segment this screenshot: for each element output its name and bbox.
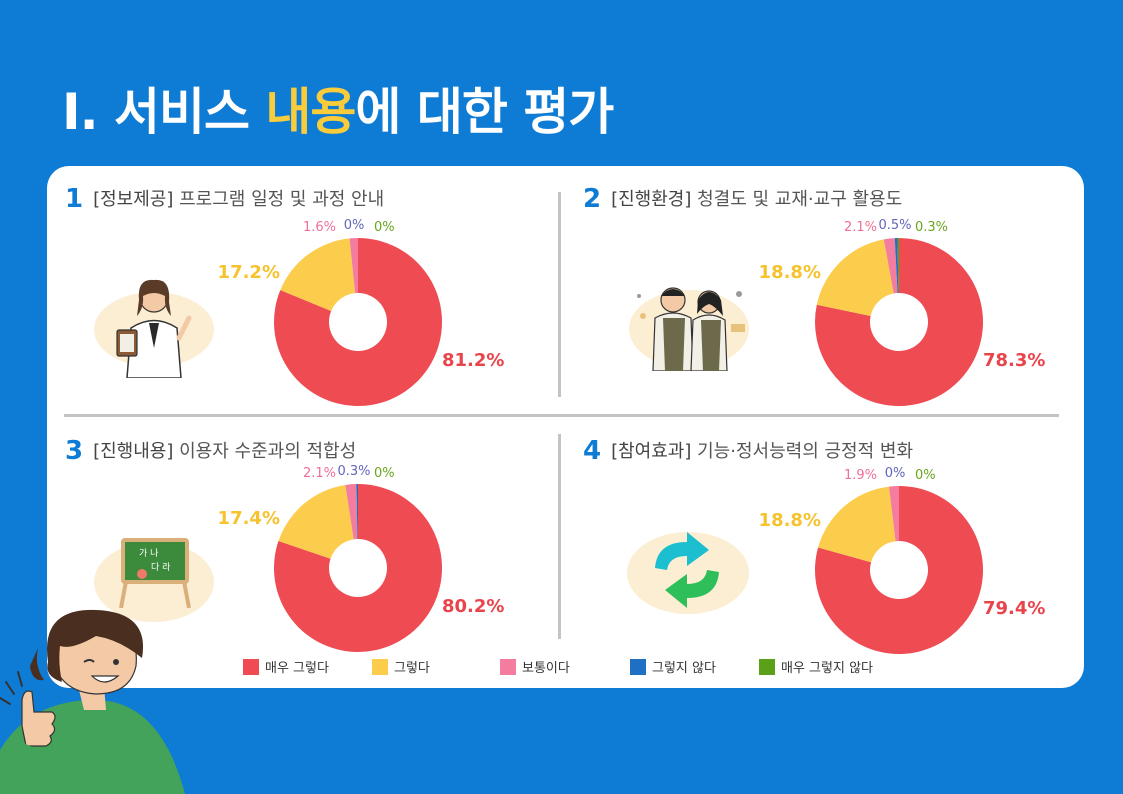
data-label-neutral: 2.1% (303, 466, 336, 481)
vertical-divider-top (558, 192, 561, 397)
panel-content-fit: 3 [진행내용] 이용자 수준과의 적합성 가 나 다 라 80.2% 17.4% 2… (47, 418, 547, 652)
data-label-disagree: 0% (344, 218, 365, 233)
panel-participation-effect: 4 [참여효과] 기능·정서능력의 긍정적 변화 79.4% 18.8% 1.9% 0%… (565, 418, 1065, 654)
donut-slice-agree (278, 484, 354, 559)
donut-slice-agree (816, 239, 894, 317)
legend-label: 그렇지 않다 (652, 661, 716, 676)
data-label-very-disagree: 0% (374, 220, 395, 235)
legend-label: 매우 그렇다 (265, 661, 329, 676)
legend-swatch (630, 659, 646, 675)
results-card: 1 [정보제공] 프로그램 일정 및 과정 안내 81.2% 17.2% 1.6% 0%… (47, 166, 1084, 688)
donut-slice-neutral (349, 238, 358, 294)
thumbs-up-person-icon (0, 609, 185, 794)
legend-item-very-agree: 매우 그렇다 (243, 657, 329, 676)
data-label-agree: 17.4% (218, 508, 280, 529)
horizontal-divider (64, 414, 1059, 417)
data-label-disagree: 0% (885, 466, 906, 481)
data-label-neutral: 1.6% (303, 220, 336, 235)
page-title-highlight: 내용 (265, 83, 356, 141)
donut-chart-2: 78.3% 18.8% 2.1% 0.5% 0.3% (759, 218, 1045, 406)
data-label-very-disagree: 0% (374, 466, 395, 481)
data-label-neutral: 1.9% (844, 468, 877, 483)
legend-swatch (500, 659, 516, 675)
legend-label: 그렇다 (394, 661, 430, 676)
panel-number: 1 (65, 184, 84, 214)
data-label-agree: 18.8% (759, 262, 821, 283)
panel-subtitle: 프로그램 일정 및 과정 안내 (179, 189, 385, 210)
legend-swatch (372, 659, 388, 675)
teacher-with-clipboard-icon (116, 279, 192, 378)
panel-category: [참여효과] (611, 441, 692, 462)
legend-item-neutral: 보통이다 (500, 657, 570, 676)
panel-environment: 2 [진행환경] 청결도 및 교재·교구 활용도 78.3% 18.8% 2.1% 0.… (565, 166, 1065, 406)
donut-slice-very-agree (815, 238, 983, 406)
svg-text:다 라: 다 라 (151, 562, 171, 573)
data-label-agree: 18.8% (759, 510, 821, 531)
donut-chart-1: 81.2% 17.2% 1.6% 0% 0% (218, 218, 504, 406)
panel-number: 2 (583, 184, 602, 214)
panel-subtitle: 청결도 및 교재·교구 활용도 (697, 189, 903, 210)
data-label-neutral: 2.1% (844, 220, 877, 235)
svg-text:가 나: 가 나 (139, 548, 158, 559)
chalkboard-icon: 가 나 다 라 (119, 538, 191, 608)
panel-category: [정보제공] (93, 189, 174, 210)
panel-title: 1 [정보제공] 프로그램 일정 및 과정 안내 (65, 184, 384, 214)
data-label-disagree: 0.3% (337, 464, 370, 479)
legend-swatch (243, 659, 259, 675)
donut-slice-very-agree (815, 486, 983, 654)
donut-slice-neutral (889, 486, 899, 542)
donut-slice-agree (818, 486, 896, 563)
legend-swatch (759, 659, 775, 675)
vertical-divider-bottom (558, 434, 561, 639)
cleaning-staff-icon (637, 287, 745, 371)
data-label-disagree: 0.5% (878, 218, 911, 233)
panel-info-provision: 1 [정보제공] 프로그램 일정 및 과정 안내 81.2% 17.2% 1.6% 0%… (47, 166, 547, 406)
donut-chart-4: 79.4% 18.8% 1.9% 0% 0% (759, 466, 1045, 654)
legend-item-disagree: 그렇지 않다 (630, 657, 716, 676)
page-title-suffix: 에 대한 평가 (355, 83, 614, 141)
refresh-arrows-icon (655, 532, 719, 608)
data-label-very-disagree: 0% (915, 468, 936, 483)
donut-slice-neutral (883, 238, 898, 294)
donut-slice-disagree (356, 484, 358, 540)
donut-slice-very-disagree (897, 238, 899, 294)
page-title-prefix: Ⅰ. 서비스 (62, 83, 266, 141)
legend-item-very-disagree: 매우 그렇지 않다 (759, 657, 873, 676)
panel-number: 4 (583, 436, 602, 466)
panel-subtitle: 이용자 수준과의 적합성 (179, 441, 357, 462)
panel-category: [진행내용] (93, 441, 174, 462)
data-label-agree: 17.2% (218, 262, 280, 283)
panel-number: 3 (65, 436, 84, 466)
legend-item-agree: 그렇다 (372, 657, 430, 676)
data-label-very-agree: 78.3% (983, 350, 1045, 371)
panel-title: 4 [참여효과] 기능·정서능력의 긍정적 변화 (583, 436, 913, 466)
donut-slice-very-agree (274, 238, 443, 406)
panel-title: 3 [진행내용] 이용자 수준과의 적합성 (65, 436, 356, 466)
panel-title: 2 [진행환경] 청결도 및 교재·교구 활용도 (583, 184, 902, 214)
data-label-very-agree: 80.2% (442, 596, 504, 617)
panel-category: [진행환경] (611, 189, 692, 210)
legend-label: 보통이다 (522, 661, 570, 676)
donut-slice-neutral (345, 484, 358, 540)
donut-slice-agree (280, 238, 356, 311)
donut-slice-very-agree (274, 484, 442, 652)
donut-slice-disagree (894, 238, 899, 294)
panel-subtitle: 기능·정서능력의 긍정적 변화 (697, 441, 914, 462)
data-label-very-disagree: 0.3% (915, 220, 948, 235)
legend-label: 매우 그렇지 않다 (781, 661, 873, 676)
data-label-very-agree: 81.2% (442, 350, 504, 371)
data-label-very-agree: 79.4% (983, 598, 1045, 619)
donut-chart-3: 80.2% 17.4% 2.1% 0.3% 0% (218, 464, 504, 652)
page-title: Ⅰ. 서비스 내용에 대한 평가 (62, 72, 614, 144)
